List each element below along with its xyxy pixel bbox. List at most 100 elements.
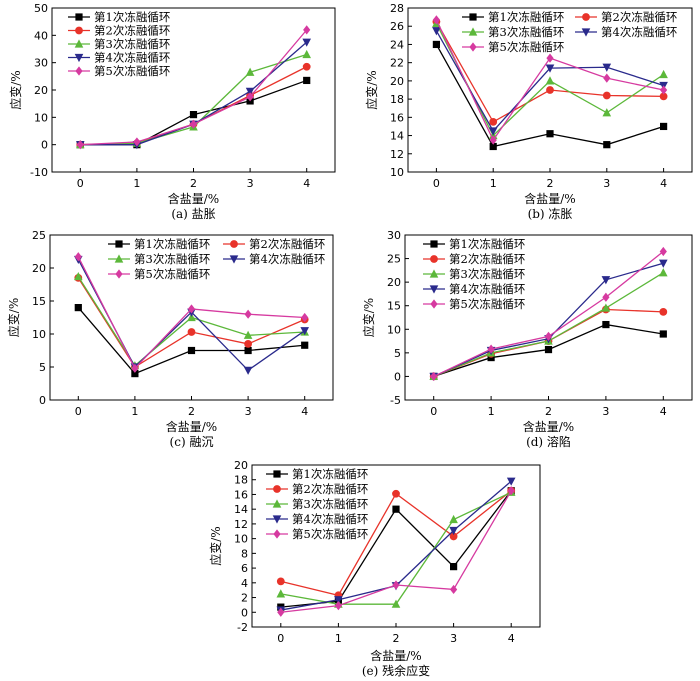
chart-panel-c: 0 5 10 15 20 25 0 1 2 3 4 含盐量/% 应变/% (c) 融沉 第1次冻融循环 第2次…: [6, 229, 334, 449]
legend-entry: 第3次冻融循环: [266, 497, 368, 511]
marker-square: [469, 13, 477, 21]
y-tick-label: 26: [390, 20, 404, 33]
marker-triangle-down: [545, 64, 555, 73]
marker-square: [603, 141, 611, 149]
y-tick-label: 25: [32, 229, 46, 242]
marker-diamond: [115, 269, 123, 279]
panel-caption: (a) 盐胀: [171, 207, 215, 221]
marker-diamond: [603, 73, 611, 83]
marker-square: [303, 76, 311, 85]
legend-entry: 第1次冻融循环: [68, 10, 170, 24]
y-tick-label: 18: [234, 474, 248, 487]
marker-triangle-up: [302, 49, 311, 59]
marker-triangle-up: [601, 303, 611, 312]
x-tick-label: 3: [450, 632, 457, 645]
marker-diamond: [74, 252, 82, 262]
marker-diamond: [131, 363, 139, 373]
legend-label: 第5次冻融循环: [292, 527, 368, 541]
y-tick-label: 10: [390, 166, 404, 179]
marker-square: [544, 345, 553, 354]
marker-triangle-up: [602, 108, 612, 117]
panel-caption: (c) 融沉: [170, 435, 214, 449]
legend-entry: 第2次冻融循环: [575, 10, 677, 24]
marker-triangle-up: [276, 589, 286, 598]
x-axis-label: 含盐量/%: [370, 648, 421, 663]
marker-diamond: [392, 580, 400, 590]
marker-square: [301, 341, 309, 349]
legend-label: 第5次冻融循环: [449, 297, 525, 311]
marker-circle: [392, 489, 400, 498]
marker-square: [187, 346, 196, 355]
marker-triangle-down: [74, 53, 84, 63]
marker-square: [74, 304, 82, 312]
y-tick-label: 24: [390, 38, 404, 51]
marker-square: [392, 505, 400, 513]
marker-diamond: [133, 137, 141, 147]
x-axis-label: 含盐量/%: [523, 419, 574, 434]
legend-entry: 第5次冻融循环: [423, 297, 525, 311]
y-tick-label: -2: [237, 621, 248, 634]
x-tick-label: 4: [303, 177, 310, 190]
marker-diamond: [301, 312, 309, 323]
legend-label: 第2次冻融循环: [601, 10, 677, 24]
legend-label: 第2次冻融循环: [94, 24, 170, 38]
marker-circle: [230, 240, 238, 248]
y-tick-label: 10: [234, 533, 248, 546]
marker-diamond: [489, 135, 497, 145]
marker-circle: [659, 92, 668, 101]
x-axis-label: 含盐量/%: [524, 191, 575, 206]
marker-diamond: [303, 25, 311, 35]
y-tick-label: -5: [390, 394, 401, 407]
marker-square: [115, 240, 123, 248]
legend-entry: 第2次冻融循环: [68, 24, 170, 38]
x-axis-label: 含盐量/%: [168, 191, 219, 206]
legend-label: 第5次冻融循环: [134, 267, 210, 281]
panel-caption: (d) 溶陷: [526, 434, 571, 449]
marker-triangle-up: [114, 254, 124, 263]
y-tick-label: 10: [34, 111, 48, 124]
x-tick-label: 1: [335, 632, 342, 645]
x-tick-label: 3: [245, 405, 252, 418]
legend-label: 第2次冻融循环: [292, 482, 368, 496]
x-tick-label: 0: [430, 405, 437, 418]
legend-entry: 第4次冻融循环: [68, 51, 170, 65]
marker-triangle-up: [74, 39, 84, 48]
legend-entry: 第3次冻融循环: [68, 37, 170, 51]
y-tick-label: 14: [390, 130, 404, 143]
marker-triangle-up: [391, 599, 401, 608]
y-tick-label: 12: [234, 518, 248, 531]
marker-circle: [602, 91, 611, 100]
marker-diamond: [189, 119, 198, 129]
legend-label: 第1次冻融循环: [449, 237, 525, 251]
marker-square: [602, 320, 610, 329]
legend-label: 第5次冻融循环: [488, 40, 564, 54]
legend-entry: 第2次冻融循环: [223, 237, 325, 251]
y-tick-label: 20: [34, 84, 48, 97]
marker-triangle-down: [659, 259, 668, 268]
marker-diamond: [334, 601, 342, 611]
x-tick-label: 4: [660, 177, 667, 190]
marker-diamond: [602, 292, 610, 302]
legend-label: 第2次冻融循环: [449, 252, 525, 266]
x-tick-label: 2: [547, 177, 554, 190]
marker-triangle-up: [545, 76, 555, 85]
marker-triangle-up: [245, 67, 255, 76]
legend-label: 第1次冻融循环: [292, 467, 368, 481]
marker-circle: [276, 577, 285, 586]
legend-label: 第3次冻融循环: [292, 497, 368, 511]
chart-panel-a: -10 0 10 20 30 40 50 0 1 2 3 4 含盐量/% 应变/% (a) 盐胀 第1次冻融循…: [8, 2, 336, 221]
legend-entry: 第4次冻融循环: [423, 282, 525, 296]
x-tick-label: 2: [545, 405, 552, 418]
marker-circle: [273, 485, 281, 493]
y-tick-label: 20: [234, 459, 248, 472]
marker-triangle-down: [243, 366, 253, 375]
y-tick-label: 20: [387, 276, 401, 289]
marker-triangle-down: [432, 27, 441, 36]
legend-label: 第5次冻融循环: [94, 64, 170, 78]
y-tick-label: 5: [394, 347, 401, 360]
x-tick-label: 2: [393, 632, 400, 645]
y-tick-label: 4: [241, 577, 248, 590]
legend-label: 第3次冻融循环: [94, 37, 170, 51]
x-axis-label: 含盐量/%: [166, 419, 217, 434]
